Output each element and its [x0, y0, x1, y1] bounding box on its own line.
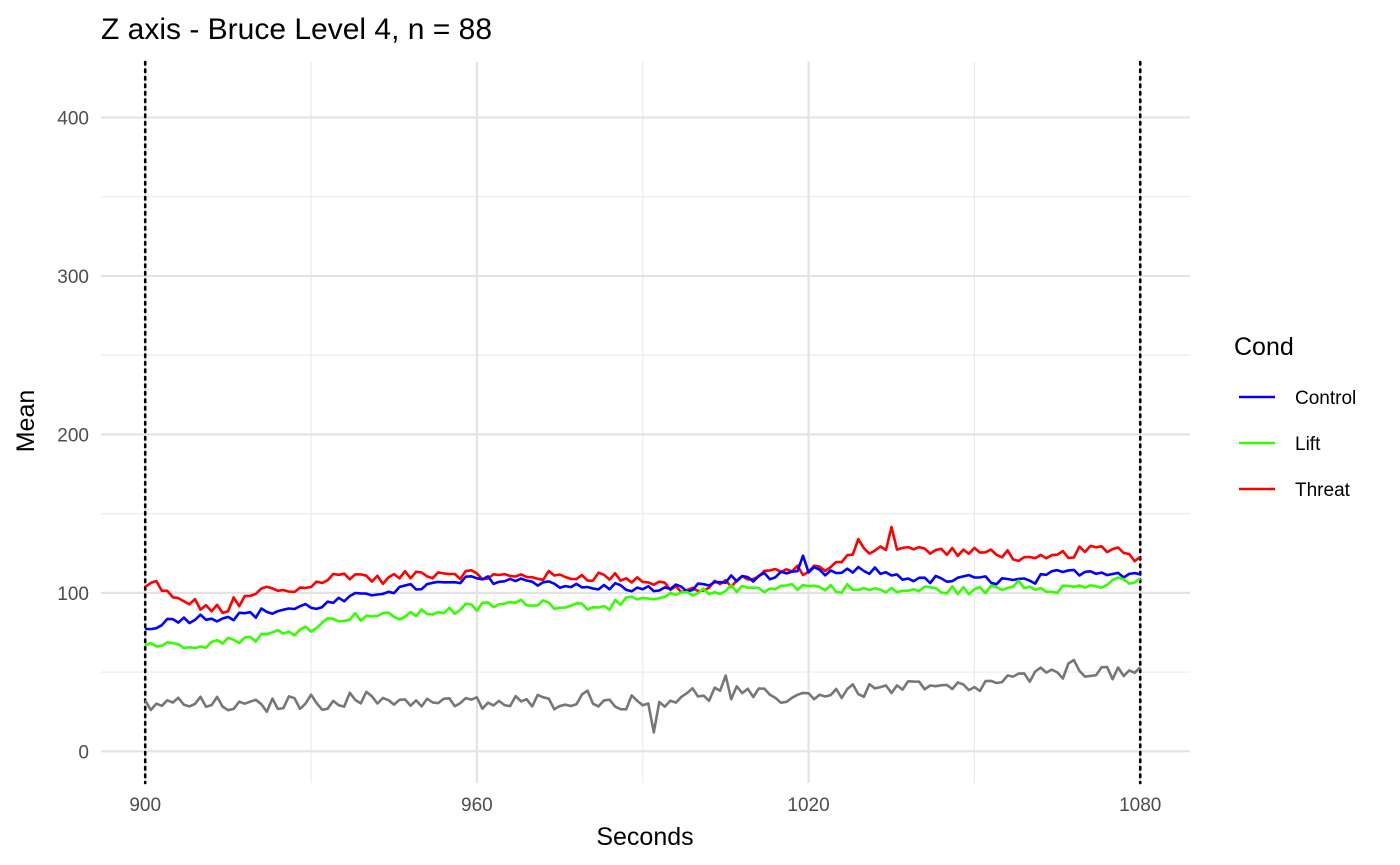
x-tick-labels: 900 960 1020 1080: [129, 795, 1161, 816]
legend-label: Lift: [1295, 434, 1321, 455]
x-tick-label: 900: [129, 795, 161, 816]
legend-label: Threat: [1295, 480, 1351, 501]
series-line-unlabeled: [144, 658, 1142, 734]
y-tick-label: 200: [57, 425, 89, 446]
y-tick-labels: 0 100 200 300 400: [57, 108, 89, 763]
series-lines: [144, 525, 1142, 734]
legend: Cond Control Lift Threat: [1234, 333, 1356, 501]
series-line-threat: [144, 525, 1142, 615]
x-tick-label: 960: [461, 795, 493, 816]
y-axis-title: Mean: [12, 390, 40, 453]
reference-lines: [143, 60, 1142, 785]
y-tick-label: 400: [57, 108, 89, 129]
x-tick-label: 1020: [787, 795, 829, 816]
series-line-control: [145, 554, 1141, 631]
legend-title: Cond: [1234, 333, 1294, 361]
y-tick-label: 100: [57, 584, 89, 605]
chart-title: Z axis - Bruce Level 4, n = 88: [101, 13, 492, 46]
y-tick-label: 0: [78, 742, 89, 763]
legend-label: Control: [1295, 388, 1356, 409]
x-axis-title: Seconds: [596, 823, 693, 851]
y-tick-label: 300: [57, 267, 89, 288]
series-line-lift: [144, 576, 1141, 650]
x-tick-label: 1080: [1119, 795, 1161, 816]
